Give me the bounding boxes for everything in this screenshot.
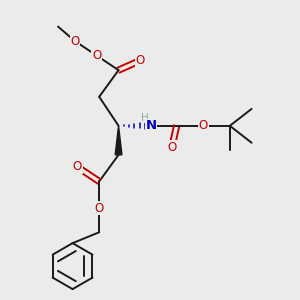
- Text: O: O: [70, 34, 80, 48]
- Text: O: O: [136, 54, 145, 67]
- Polygon shape: [115, 126, 122, 155]
- Text: H: H: [141, 113, 149, 123]
- Text: O: O: [167, 141, 176, 154]
- Text: O: O: [199, 119, 208, 132]
- Text: N: N: [146, 119, 157, 132]
- Text: O: O: [73, 160, 82, 173]
- Text: O: O: [94, 202, 104, 214]
- Text: O: O: [92, 49, 101, 62]
